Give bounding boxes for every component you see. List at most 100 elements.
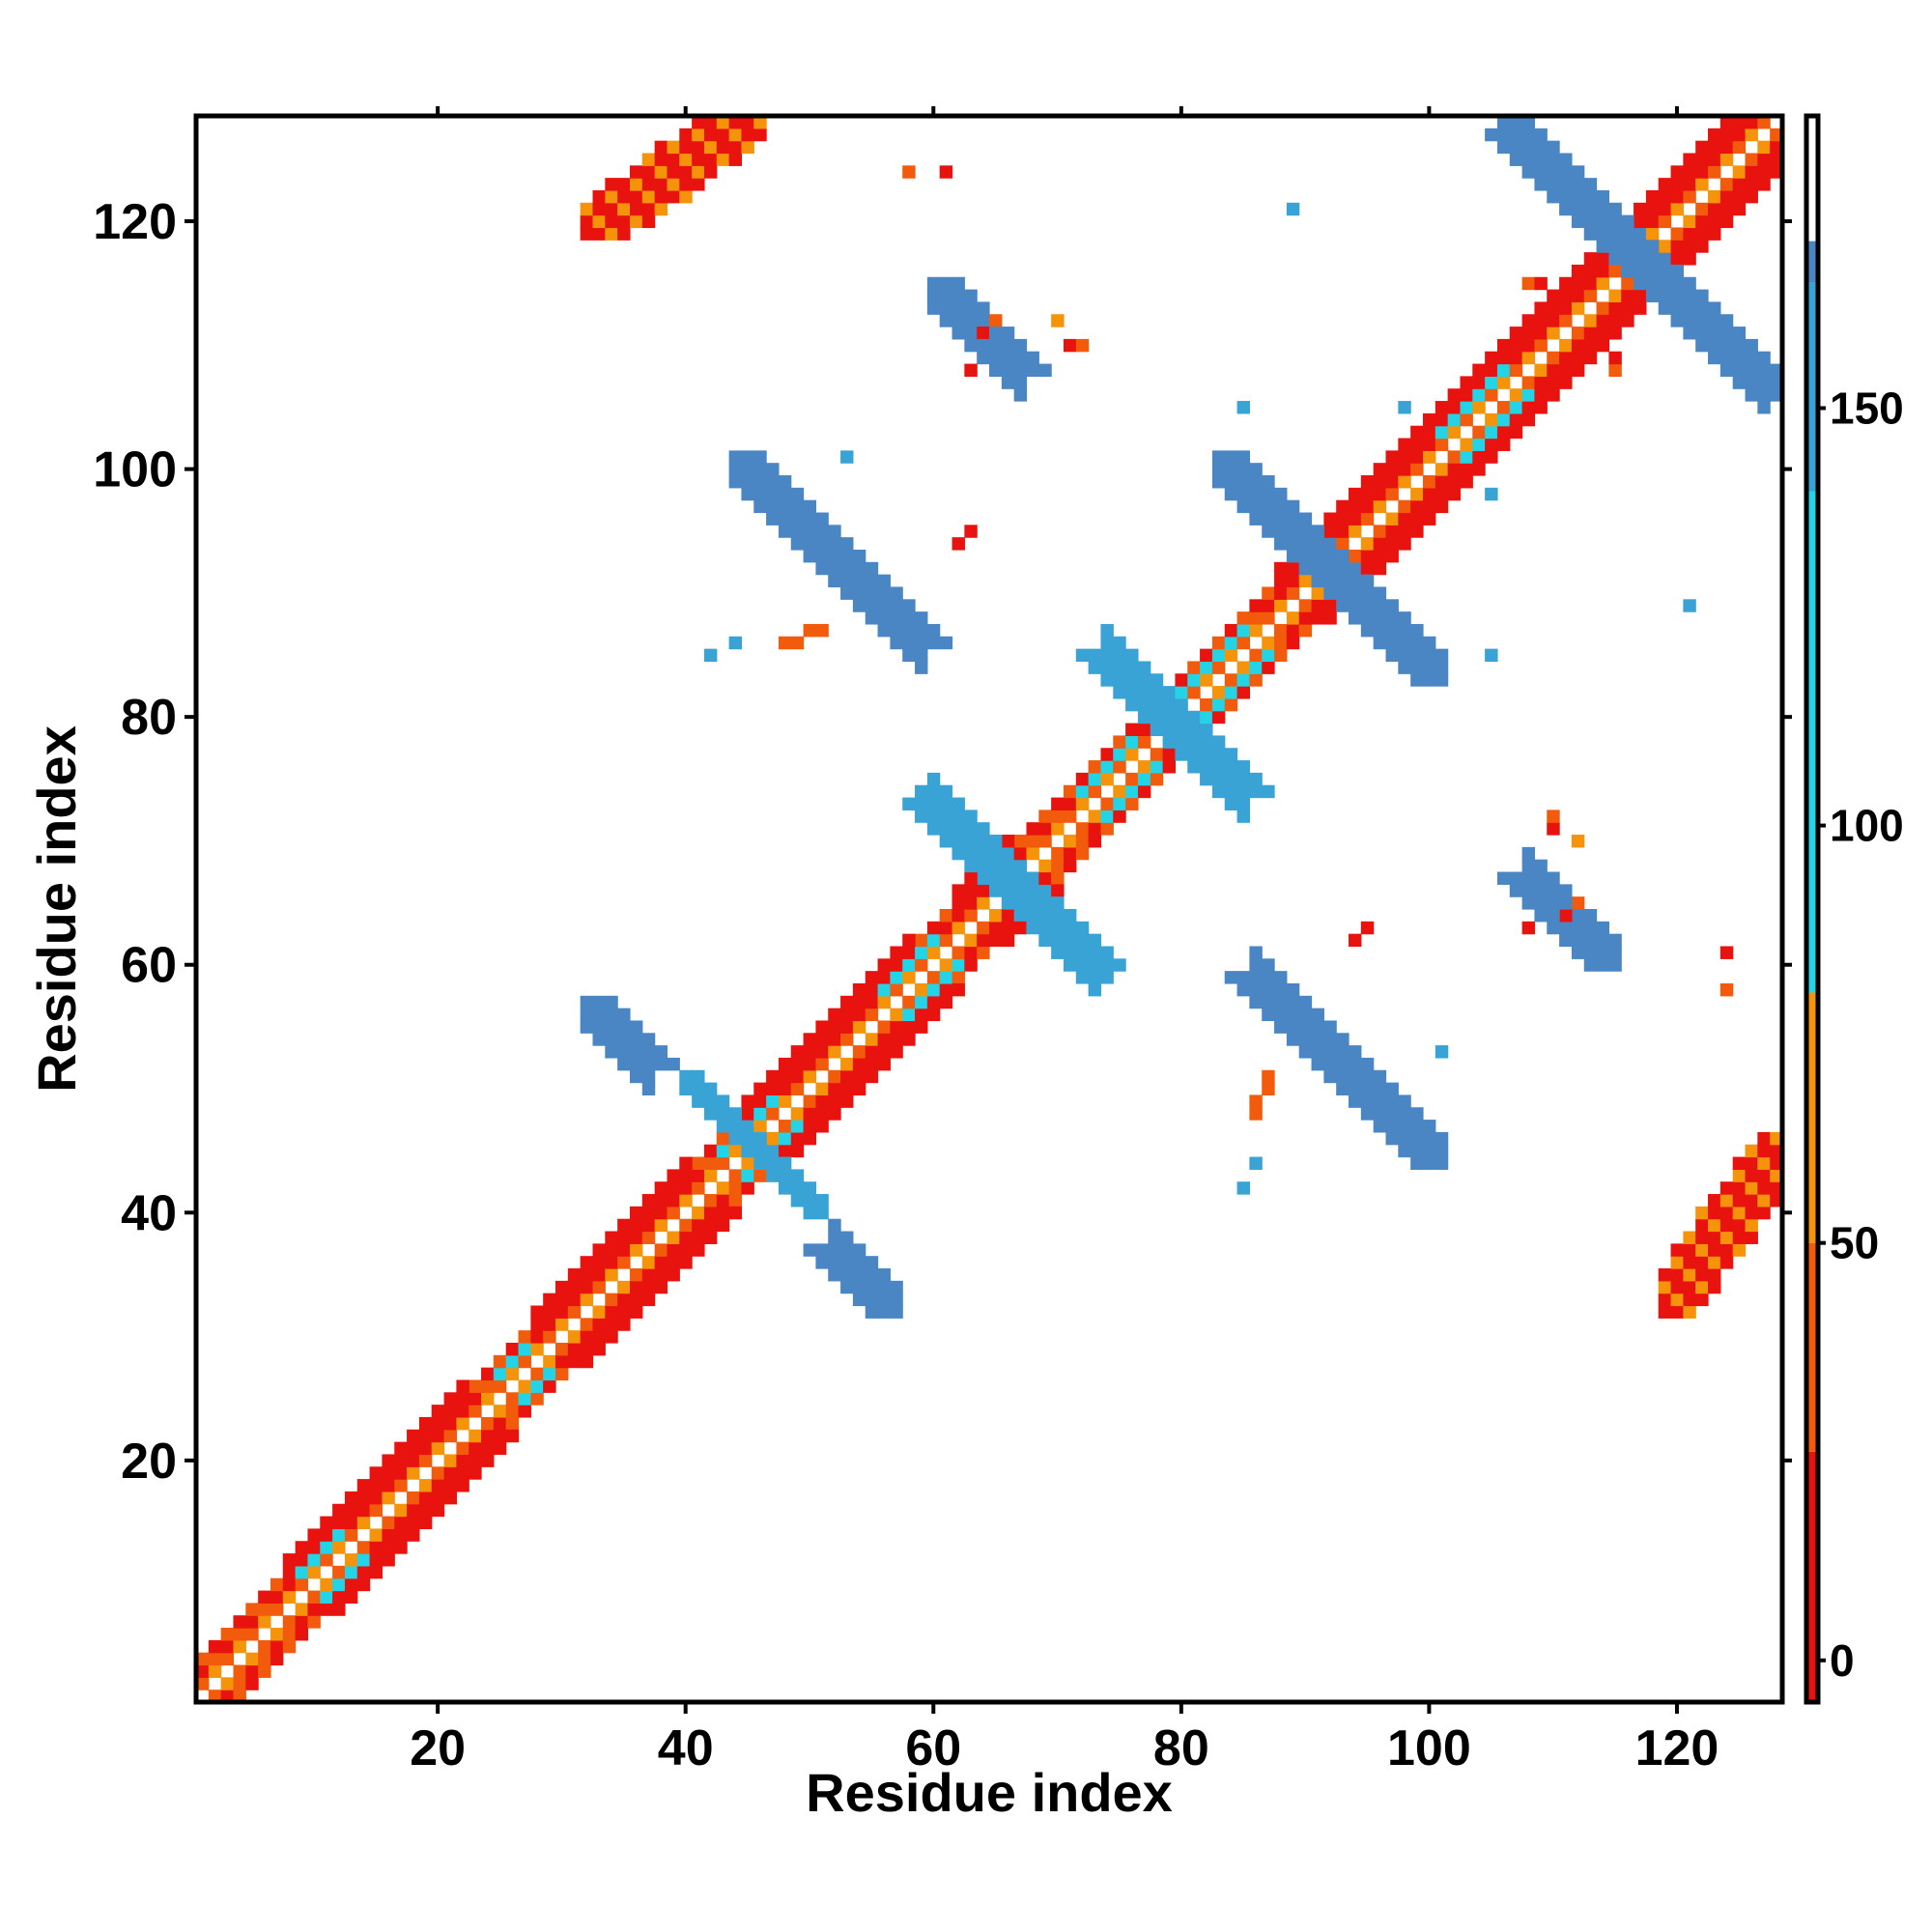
heatmap-cell: [1236, 982, 1250, 997]
heatmap-cell: [654, 1280, 668, 1294]
heatmap-cell: [1137, 723, 1151, 737]
heatmap-cell: [1298, 995, 1313, 1009]
heatmap-cell: [1422, 450, 1436, 464]
heatmap-cell: [828, 1268, 841, 1282]
heatmap-cell: [332, 1541, 346, 1554]
heatmap-cell: [1732, 1169, 1747, 1182]
heatmap-cell: [716, 140, 730, 155]
heatmap-cell: [1608, 240, 1622, 253]
heatmap-cell: [728, 1206, 743, 1220]
heatmap-cell: [1695, 165, 1709, 179]
heatmap-cell: [989, 835, 1003, 848]
heatmap-cell: [1695, 314, 1709, 327]
heatmap-cell: [1547, 810, 1560, 823]
heatmap-cell: [728, 636, 743, 650]
heatmap-cell: [407, 1528, 420, 1542]
heatmap-cell: [555, 1342, 569, 1356]
heatmap-cell: [890, 1280, 903, 1294]
heatmap-cell: [1608, 351, 1622, 365]
heatmap-cell: [1385, 463, 1399, 476]
heatmap-cell: [1125, 797, 1139, 810]
heatmap-cell: [1583, 338, 1598, 353]
heatmap-cell: [939, 289, 953, 303]
heatmap-cell: [1670, 314, 1684, 327]
heatmap-cell: [1708, 1194, 1721, 1208]
heatmap-cell: [1670, 289, 1684, 303]
heatmap-cell: [926, 822, 941, 836]
heatmap-cell: [1435, 487, 1449, 501]
heatmap-cell: [1211, 735, 1226, 749]
heatmap-cell: [505, 1354, 520, 1369]
heatmap-cell: [1373, 1082, 1387, 1096]
heatmap-cell: [1323, 574, 1337, 588]
heatmap-cell: [1349, 561, 1362, 576]
heatmap-cell: [1559, 338, 1573, 353]
heatmap-cell: [543, 1318, 556, 1331]
heatmap-cell: [1521, 896, 1536, 910]
heatmap-cell: [1051, 314, 1065, 327]
heatmap-cell: [1088, 835, 1102, 848]
heatmap-cell: [1770, 1169, 1783, 1182]
heatmap-cell: [245, 1628, 259, 1641]
heatmap-cell: [964, 363, 978, 377]
heatmap-cell: [1745, 165, 1758, 179]
heatmap-cell: [418, 1416, 433, 1431]
heatmap-cell: [1410, 425, 1424, 440]
heatmap-cell: [1608, 264, 1622, 278]
heatmap-cell: [877, 599, 891, 612]
heatmap-cell: [332, 1565, 346, 1579]
heatmap-cell: [1634, 202, 1647, 216]
heatmap-cell: [1001, 884, 1015, 897]
heatmap-cell: [716, 1107, 730, 1121]
heatmap-cell: [1360, 537, 1375, 551]
heatmap-cell: [1534, 153, 1548, 166]
heatmap-cell: [1435, 648, 1449, 663]
heatmap-cell: [431, 1503, 445, 1518]
heatmap-cell: [977, 822, 990, 836]
heatmap-cell: [1745, 116, 1758, 129]
heatmap-cell: [1596, 189, 1610, 204]
heatmap-cell: [1286, 1033, 1300, 1046]
heatmap-cell: [716, 1181, 730, 1195]
heatmap-cell: [703, 140, 718, 155]
heatmap-cell: [1187, 748, 1201, 761]
heatmap-cell: [1496, 438, 1511, 451]
heatmap-cell: [815, 1094, 829, 1108]
heatmap-cell: [320, 1603, 333, 1616]
heatmap-cell: [1336, 525, 1350, 538]
heatmap-cell: [753, 1156, 767, 1170]
heatmap-cell: [332, 1528, 346, 1542]
heatmap-cell: [1410, 512, 1424, 526]
heatmap-cell: [1274, 512, 1288, 526]
colorbar-tick-label: 100: [1830, 801, 1904, 851]
heatmap-cell: [1621, 214, 1634, 229]
heatmap-cell: [828, 1045, 841, 1059]
heatmap-cell: [605, 189, 618, 204]
heatmap-cell: [1658, 252, 1672, 266]
heatmap-cell: [356, 1541, 371, 1554]
heatmap-cell: [803, 1033, 817, 1046]
heatmap-cell: [1038, 933, 1052, 948]
heatmap-cell: [270, 1639, 284, 1654]
heatmap-cell: [1583, 958, 1598, 972]
heatmap-cell: [1286, 561, 1300, 576]
heatmap-cell: [1695, 289, 1709, 303]
heatmap-cell: [728, 1194, 743, 1208]
heatmap-cell: [1262, 784, 1275, 799]
heatmap-cell: [1175, 710, 1188, 724]
heatmap-cell: [952, 921, 965, 935]
heatmap-cell: [877, 1280, 891, 1294]
heatmap-cell: [1026, 822, 1039, 836]
heatmap-cell: [926, 1008, 941, 1022]
heatmap-cell: [1373, 611, 1387, 625]
heatmap-cell: [1472, 376, 1486, 389]
heatmap-cell: [1001, 859, 1015, 873]
heatmap-cell: [1398, 1120, 1411, 1133]
heatmap-cell: [1075, 946, 1090, 959]
heatmap-cell: [1001, 933, 1015, 948]
heatmap-cell: [1001, 327, 1015, 340]
heatmap-cell: [1175, 748, 1188, 761]
heatmap-cell: [1521, 116, 1536, 129]
heatmap-cell: [1051, 871, 1065, 885]
heatmap-cell: [356, 1491, 371, 1505]
